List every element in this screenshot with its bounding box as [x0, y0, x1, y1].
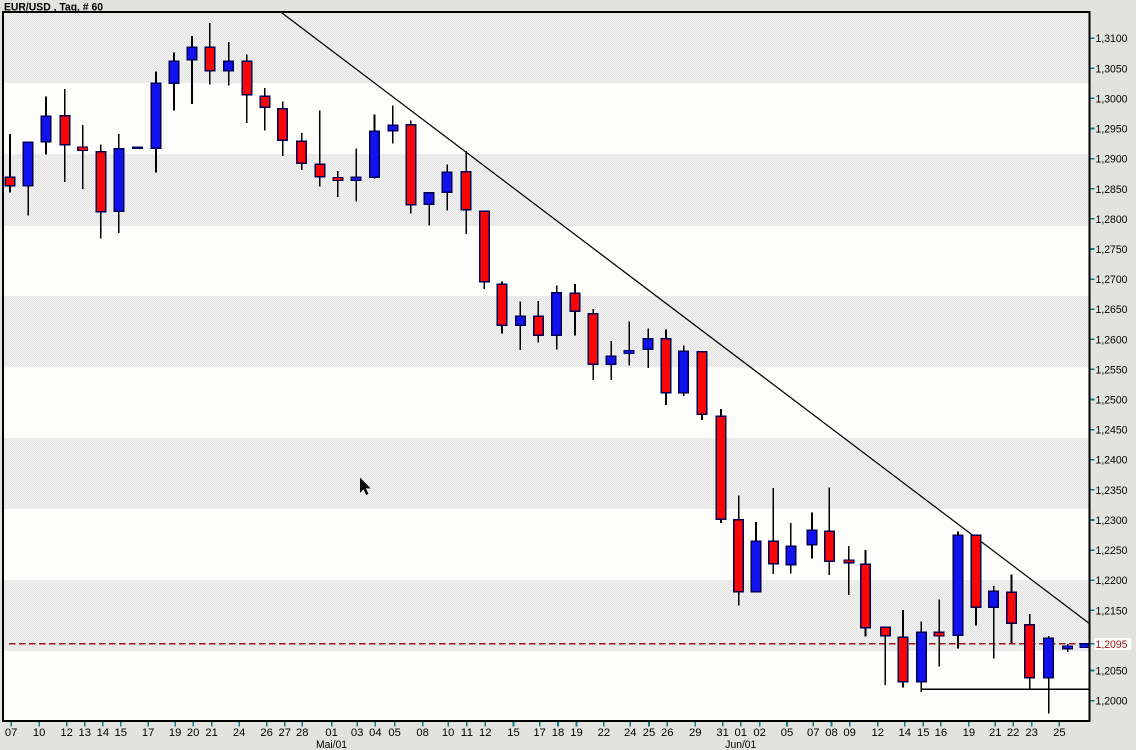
svg-text:1,2095: 1,2095: [1096, 639, 1128, 651]
svg-text:24: 24: [624, 727, 637, 739]
svg-text:1,3000: 1,3000: [1096, 93, 1128, 105]
svg-text:05: 05: [388, 727, 401, 739]
svg-text:22: 22: [1007, 727, 1020, 739]
svg-text:19: 19: [169, 727, 182, 739]
svg-text:22: 22: [598, 727, 611, 739]
svg-text:02: 02: [753, 727, 766, 739]
svg-text:16: 16: [935, 727, 948, 739]
svg-text:24: 24: [233, 727, 246, 739]
svg-text:EUR/USD , Tag, # 60: EUR/USD , Tag, # 60: [4, 1, 103, 13]
svg-text:1,3100: 1,3100: [1096, 33, 1128, 45]
svg-text:12: 12: [479, 727, 492, 739]
svg-text:17: 17: [142, 727, 155, 739]
svg-text:1,2900: 1,2900: [1096, 154, 1128, 166]
svg-text:1,2600: 1,2600: [1096, 334, 1128, 346]
svg-text:1,2700: 1,2700: [1096, 274, 1128, 286]
svg-text:01: 01: [325, 727, 338, 739]
svg-text:20: 20: [187, 727, 200, 739]
svg-text:10: 10: [442, 727, 455, 739]
svg-text:Mai/01: Mai/01: [316, 739, 347, 750]
svg-text:11: 11: [461, 727, 474, 739]
svg-text:1,2350: 1,2350: [1096, 485, 1128, 497]
svg-text:1,2200: 1,2200: [1096, 575, 1128, 587]
svg-text:07: 07: [5, 727, 18, 739]
svg-text:26: 26: [260, 727, 273, 739]
svg-text:1,2450: 1,2450: [1096, 425, 1128, 437]
svg-text:1,2000: 1,2000: [1096, 696, 1128, 708]
svg-text:04: 04: [369, 727, 382, 739]
svg-text:1,2300: 1,2300: [1096, 515, 1128, 527]
svg-text:15: 15: [115, 727, 128, 739]
svg-text:1,2050: 1,2050: [1096, 666, 1128, 678]
svg-text:14: 14: [899, 727, 912, 739]
svg-text:29: 29: [689, 727, 702, 739]
svg-text:19: 19: [570, 727, 583, 739]
svg-text:1,2950: 1,2950: [1096, 124, 1128, 136]
svg-text:23: 23: [1025, 727, 1038, 739]
svg-text:01: 01: [735, 727, 748, 739]
svg-text:21: 21: [205, 727, 218, 739]
svg-text:1,2650: 1,2650: [1096, 304, 1128, 316]
svg-text:05: 05: [781, 727, 794, 739]
svg-text:08: 08: [825, 727, 838, 739]
svg-text:1,2150: 1,2150: [1096, 605, 1128, 617]
svg-text:26: 26: [661, 727, 674, 739]
svg-text:12: 12: [872, 727, 885, 739]
svg-text:Jun/01: Jun/01: [725, 739, 756, 750]
svg-text:19: 19: [963, 727, 976, 739]
svg-text:15: 15: [507, 727, 520, 739]
svg-text:1,2550: 1,2550: [1096, 364, 1128, 376]
svg-text:25: 25: [643, 727, 656, 739]
svg-text:07: 07: [807, 727, 820, 739]
svg-text:17: 17: [533, 727, 546, 739]
svg-text:14: 14: [97, 727, 110, 739]
svg-text:13: 13: [79, 727, 92, 739]
svg-text:08: 08: [416, 727, 429, 739]
svg-text:1,3050: 1,3050: [1096, 63, 1128, 75]
svg-text:18: 18: [552, 727, 565, 739]
svg-text:21: 21: [989, 727, 1002, 739]
svg-text:15: 15: [917, 727, 930, 739]
svg-text:03: 03: [351, 727, 364, 739]
svg-text:1,2850: 1,2850: [1096, 184, 1128, 196]
svg-text:25: 25: [1053, 727, 1066, 739]
svg-text:28: 28: [296, 727, 309, 739]
svg-text:10: 10: [33, 727, 46, 739]
svg-text:1,2800: 1,2800: [1096, 214, 1128, 226]
svg-text:12: 12: [60, 727, 73, 739]
svg-text:1,2250: 1,2250: [1096, 545, 1128, 557]
svg-text:27: 27: [279, 727, 292, 739]
svg-text:1,2750: 1,2750: [1096, 244, 1128, 256]
svg-text:31: 31: [716, 727, 729, 739]
svg-text:09: 09: [843, 727, 856, 739]
svg-text:1,2400: 1,2400: [1096, 455, 1128, 467]
svg-text:1,2500: 1,2500: [1096, 395, 1128, 407]
